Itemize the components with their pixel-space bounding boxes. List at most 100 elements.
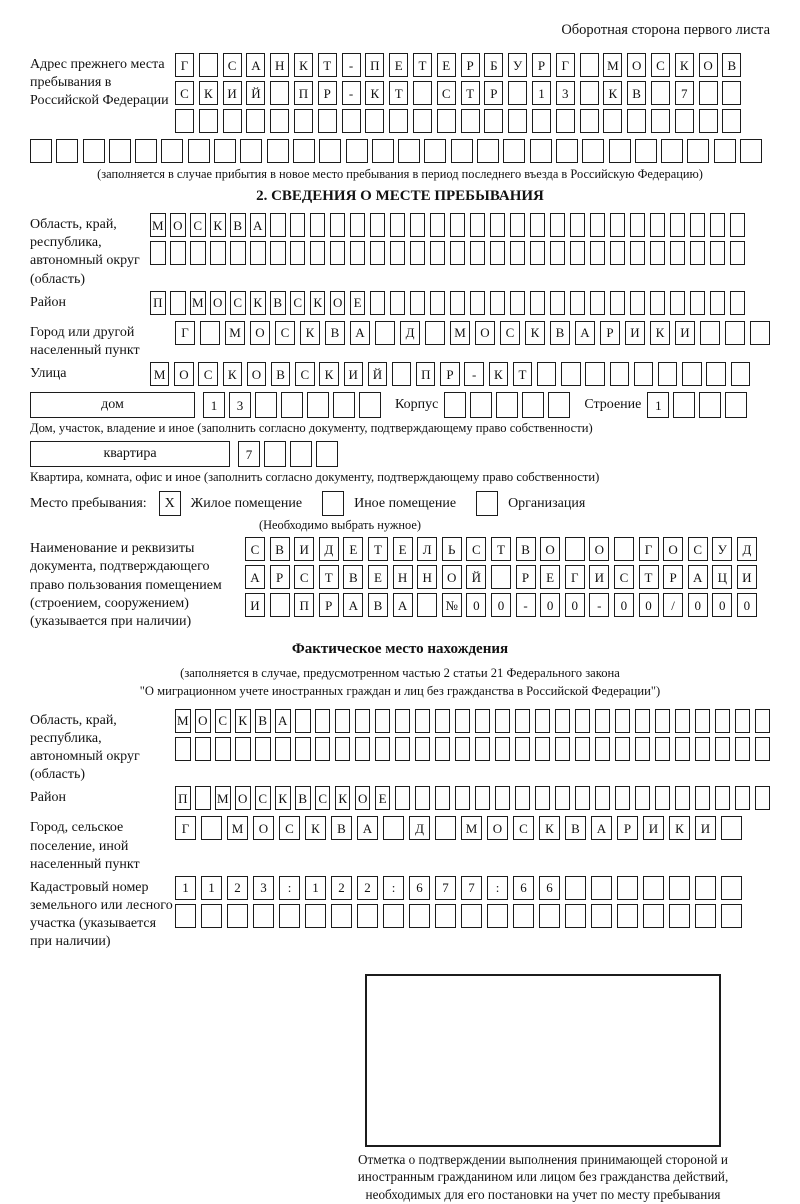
char-cell[interactable] — [698, 81, 718, 105]
char-cell[interactable] — [509, 290, 526, 315]
char-cell[interactable] — [169, 290, 186, 315]
char-cell[interactable] — [454, 708, 471, 733]
char-cell[interactable] — [589, 241, 606, 265]
char-cell[interactable] — [529, 241, 546, 265]
char-cell[interactable]: Т — [367, 537, 388, 562]
char-cell[interactable] — [730, 362, 750, 387]
char-cell[interactable] — [549, 213, 566, 237]
char-cell[interactable]: О — [627, 53, 647, 77]
char-cell[interactable]: П — [294, 593, 315, 618]
char-cell[interactable] — [734, 736, 751, 761]
char-cell[interactable] — [264, 441, 286, 468]
char-cell[interactable]: В — [722, 53, 742, 77]
char-cell[interactable] — [674, 786, 691, 811]
char-cell[interactable]: С — [289, 290, 306, 315]
char-cell[interactable]: О — [441, 565, 462, 590]
char-cell[interactable] — [294, 708, 311, 733]
char-cell[interactable]: Р — [269, 565, 290, 590]
char-cell[interactable]: О — [663, 537, 684, 562]
char-cell[interactable]: С — [175, 81, 194, 105]
char-cell[interactable]: И — [625, 320, 645, 345]
char-cell[interactable] — [187, 139, 210, 163]
char-cell[interactable] — [389, 109, 409, 133]
char-cell[interactable]: С — [500, 320, 520, 345]
char-cell[interactable] — [341, 109, 361, 133]
char-cell[interactable]: В — [550, 320, 570, 345]
char-cell[interactable] — [714, 786, 731, 811]
char-cell[interactable]: - — [515, 593, 536, 618]
char-cell[interactable]: Н — [392, 565, 413, 590]
char-cell[interactable] — [614, 786, 631, 811]
char-cell[interactable]: Р — [460, 53, 480, 77]
char-cell[interactable] — [564, 537, 585, 562]
char-cell[interactable]: А — [350, 320, 370, 345]
char-cell[interactable] — [394, 708, 411, 733]
char-cell[interactable] — [266, 139, 289, 163]
char-cell[interactable]: С — [613, 565, 634, 590]
char-cell[interactable] — [695, 875, 716, 900]
char-cell[interactable]: О — [354, 786, 371, 811]
char-cell[interactable] — [365, 109, 385, 133]
char-cell[interactable] — [374, 708, 391, 733]
char-cell[interactable] — [689, 213, 706, 237]
char-cell[interactable] — [694, 736, 711, 761]
char-cell[interactable] — [227, 903, 248, 928]
char-cell[interactable]: И — [643, 816, 664, 841]
char-cell[interactable] — [461, 903, 482, 928]
char-cell[interactable]: Е — [367, 565, 388, 590]
char-cell[interactable] — [555, 139, 578, 163]
char-cell[interactable] — [161, 139, 184, 163]
char-cell[interactable]: О — [234, 786, 251, 811]
char-cell[interactable] — [194, 736, 211, 761]
char-cell[interactable] — [582, 139, 605, 163]
char-cell[interactable] — [713, 139, 736, 163]
char-cell[interactable] — [721, 816, 742, 841]
char-cell[interactable]: Р — [318, 593, 339, 618]
char-cell[interactable] — [484, 109, 504, 133]
char-cell[interactable]: С — [279, 816, 300, 841]
char-cell[interactable]: С — [214, 708, 231, 733]
char-cell[interactable]: Г — [564, 565, 585, 590]
char-cell[interactable]: М — [189, 290, 206, 315]
char-cell[interactable]: Й — [466, 565, 487, 590]
char-cell[interactable]: Р — [484, 81, 504, 105]
char-cell[interactable]: 0 — [540, 593, 561, 618]
char-cell[interactable]: С — [229, 290, 246, 315]
char-cell[interactable] — [669, 241, 686, 265]
char-cell[interactable] — [694, 786, 711, 811]
char-cell[interactable]: О — [589, 537, 610, 562]
checkbox-other-premises[interactable] — [322, 491, 345, 517]
char-cell[interactable] — [722, 109, 742, 133]
char-cell[interactable] — [150, 241, 166, 265]
char-cell[interactable] — [579, 109, 599, 133]
char-cell[interactable] — [734, 786, 751, 811]
char-cell[interactable]: 0 — [466, 593, 487, 618]
char-cell[interactable]: Р — [440, 362, 460, 387]
char-cell[interactable] — [389, 241, 406, 265]
char-cell[interactable]: М — [225, 320, 245, 345]
char-cell[interactable] — [270, 109, 290, 133]
char-cell[interactable] — [721, 875, 742, 900]
char-cell[interactable]: Г — [175, 53, 194, 77]
char-cell[interactable] — [608, 139, 631, 163]
char-cell[interactable]: 1 — [201, 875, 222, 900]
char-cell[interactable] — [274, 736, 291, 761]
char-cell[interactable]: И — [222, 81, 242, 105]
char-cell[interactable] — [289, 241, 306, 265]
char-cell[interactable] — [531, 109, 551, 133]
char-cell[interactable]: С — [513, 816, 534, 841]
char-cell[interactable] — [694, 708, 711, 733]
char-cell[interactable]: П — [365, 53, 385, 77]
char-cell[interactable] — [246, 109, 266, 133]
char-cell[interactable] — [229, 241, 246, 265]
char-cell[interactable] — [240, 139, 263, 163]
char-cell[interactable] — [429, 241, 446, 265]
char-cell[interactable]: В — [269, 537, 290, 562]
char-cell[interactable]: Е — [389, 53, 409, 77]
char-cell[interactable] — [435, 816, 456, 841]
char-cell[interactable]: К — [198, 81, 218, 105]
char-cell[interactable] — [334, 708, 351, 733]
char-cell[interactable] — [175, 109, 194, 133]
char-cell[interactable] — [201, 903, 222, 928]
char-cell[interactable] — [603, 109, 623, 133]
